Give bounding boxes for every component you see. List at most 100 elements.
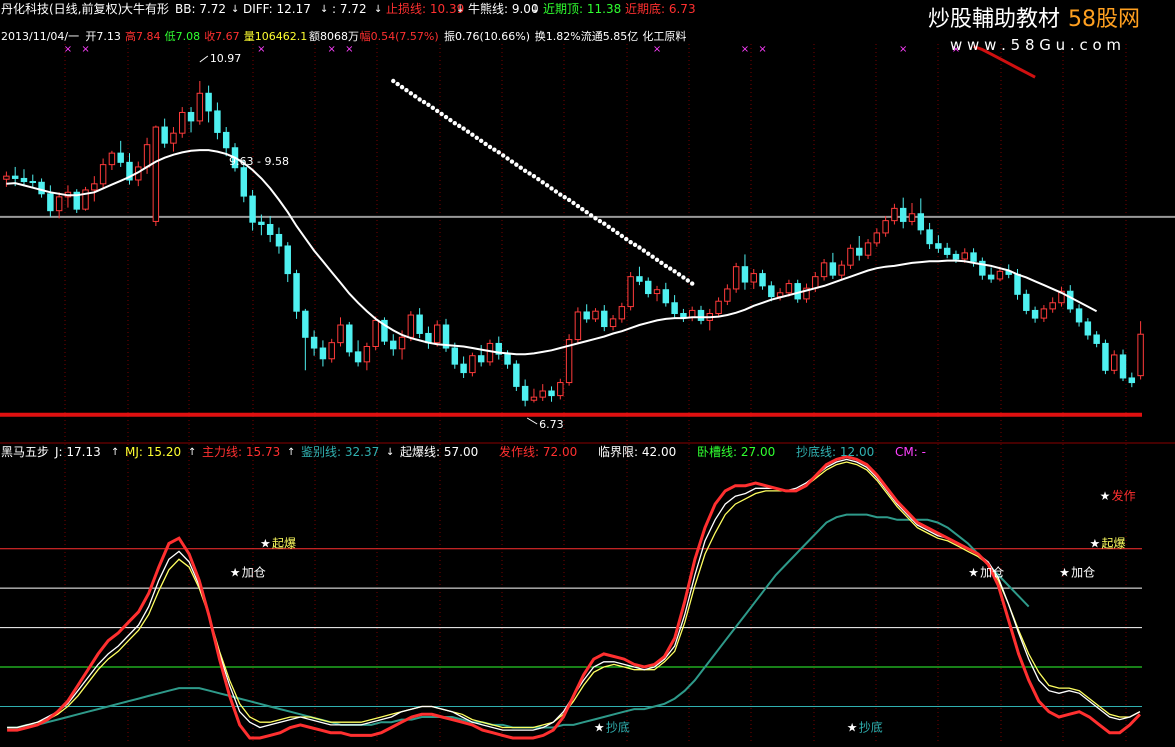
indicator-value: 抄底线: 12.00 bbox=[796, 444, 874, 459]
header-value: 牛熊线: 9.00 bbox=[468, 1, 539, 16]
candle-body bbox=[1049, 302, 1056, 310]
quote-open: 开7.13 bbox=[85, 30, 121, 43]
candle-body bbox=[205, 92, 212, 112]
chart-title: 丹化科技(日线,前复权) bbox=[1, 1, 122, 16]
header-value: BB: 7.72 bbox=[175, 2, 226, 16]
star-icon: ★ bbox=[1100, 489, 1111, 503]
stop-loss-dot bbox=[646, 251, 651, 256]
candle-body bbox=[486, 342, 494, 363]
candle-body bbox=[987, 274, 995, 280]
candle-body bbox=[196, 92, 204, 122]
stop-loss-dot bbox=[421, 99, 427, 105]
candle-body bbox=[794, 283, 801, 300]
stop-loss-dot bbox=[681, 275, 686, 280]
marker-x: × bbox=[328, 44, 336, 55]
candle-body bbox=[266, 223, 274, 235]
candle-body bbox=[1093, 334, 1100, 344]
candle-body bbox=[732, 266, 740, 290]
arrow-icon: ↓ bbox=[374, 4, 382, 15]
candle-body bbox=[583, 311, 590, 320]
stop-loss-dot bbox=[632, 242, 638, 248]
stop-loss-dot bbox=[544, 183, 550, 188]
stop-loss-dot bbox=[531, 173, 537, 179]
stop-loss-dot bbox=[637, 245, 642, 250]
star-icon: ★ bbox=[847, 720, 858, 734]
candle-body bbox=[47, 193, 54, 212]
stop-loss-dot bbox=[474, 135, 479, 140]
quote-amplitude: 振0.76(10.66%) bbox=[444, 29, 530, 43]
arrow-icon: ↓ bbox=[231, 4, 239, 15]
stop-loss-dot bbox=[549, 186, 554, 191]
stop-loss-dot bbox=[487, 144, 493, 150]
candle-body bbox=[29, 181, 36, 184]
candle-body bbox=[996, 270, 1004, 280]
indicator-panel[interactable]: ★起爆★加仓★加仓★加仓★起爆★发作★卖出★抄底★抄底 bbox=[0, 455, 1175, 740]
indicator-value: 卧槽线: 27.00 bbox=[697, 445, 775, 459]
stop-loss-dot bbox=[663, 263, 669, 269]
stop-loss-dot bbox=[483, 141, 488, 147]
candle-body bbox=[398, 336, 406, 350]
price-panel[interactable]: × × × × × × × × × × bbox=[0, 44, 1175, 417]
candle-body bbox=[724, 288, 731, 302]
candle-body bbox=[680, 313, 687, 318]
chart-labels: 10.97 9.63 - 9.58 6.73 丹化科技(日线,前复权)大牛有形 BB: … bbox=[1, 1, 1140, 459]
stop-loss-dot bbox=[395, 81, 400, 87]
candle-body bbox=[55, 196, 63, 212]
stop-loss-dot bbox=[654, 257, 660, 262]
candle-body bbox=[548, 390, 555, 397]
stop-loss-dot bbox=[478, 138, 484, 144]
stop-loss-dot bbox=[562, 195, 567, 200]
candle-body bbox=[1014, 273, 1021, 295]
stop-loss-dot bbox=[518, 165, 523, 170]
candle-body bbox=[73, 191, 80, 210]
quote-turnover: 换1.82% bbox=[535, 29, 581, 43]
stop-loss-dot bbox=[593, 216, 598, 221]
marker-x: × bbox=[741, 44, 749, 55]
candle-body bbox=[354, 351, 362, 363]
candle-body bbox=[152, 126, 160, 222]
stop-loss-dot bbox=[470, 132, 475, 137]
candle-body bbox=[565, 339, 573, 384]
candle-body bbox=[697, 309, 705, 321]
quote-float: 流通5.85亿 bbox=[581, 29, 639, 43]
arrow-icon: ↑ bbox=[287, 447, 295, 458]
watermark-url: w w w . 5 8 G u . c o m bbox=[950, 36, 1121, 54]
candle-body bbox=[847, 247, 854, 266]
stop-loss-dot bbox=[685, 278, 690, 283]
stop-loss-dot bbox=[575, 203, 581, 209]
candle-body bbox=[293, 273, 300, 312]
indicator-value: 鉴别线: 32.37 bbox=[301, 445, 379, 459]
candle-body bbox=[302, 310, 309, 338]
stop-loss-dot bbox=[641, 248, 647, 253]
star-icon: ★ bbox=[1059, 565, 1070, 579]
watermark-brand: 58股网 bbox=[1068, 7, 1140, 32]
candle-body bbox=[601, 310, 608, 328]
mid-price-label: 9.63 - 9.58 bbox=[229, 155, 289, 168]
candle-body bbox=[820, 262, 828, 278]
stop-loss-dot bbox=[404, 88, 409, 93]
stop-loss-dot bbox=[439, 111, 444, 117]
signal-label: 抄底 bbox=[606, 719, 630, 734]
header-value: 近期顶: 11.38 bbox=[543, 2, 621, 16]
stop-loss-dot bbox=[615, 230, 620, 236]
candle-body bbox=[1084, 321, 1092, 336]
candle-body bbox=[627, 276, 634, 308]
candle-body bbox=[873, 232, 881, 244]
stop-loss-dot bbox=[588, 213, 594, 218]
candle-body bbox=[240, 167, 248, 197]
candle-body bbox=[513, 363, 520, 387]
candle-body bbox=[249, 195, 256, 223]
stop-loss-dot bbox=[514, 162, 519, 167]
candle-body bbox=[759, 273, 766, 287]
stop-loss-dot bbox=[465, 129, 471, 134]
candle-body bbox=[592, 310, 599, 320]
quote-amount: 额8068万 bbox=[309, 30, 359, 43]
candle-body bbox=[618, 306, 626, 320]
candle-body bbox=[1119, 354, 1127, 379]
candle-body bbox=[504, 353, 511, 365]
candle-body bbox=[891, 207, 898, 222]
candle-body bbox=[214, 110, 221, 133]
candle-body bbox=[574, 311, 582, 341]
low-pointer bbox=[526, 417, 538, 425]
